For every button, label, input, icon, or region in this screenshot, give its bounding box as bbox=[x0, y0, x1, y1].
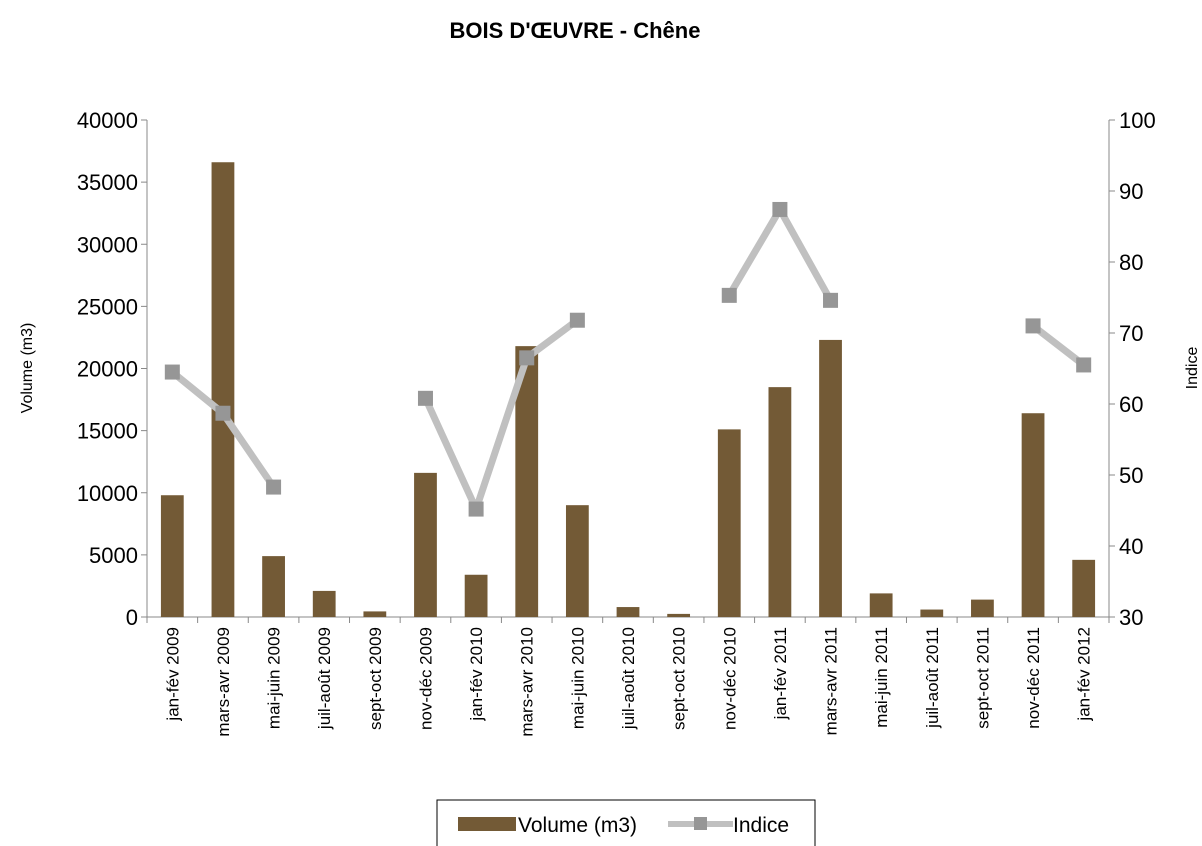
indice-line-segment bbox=[1030, 323, 1086, 368]
indice-point bbox=[823, 292, 839, 308]
volume-bar bbox=[667, 613, 691, 617]
volume-bar bbox=[768, 387, 792, 617]
volume-bar bbox=[565, 505, 589, 617]
right-tick-label: 100 bbox=[1119, 108, 1156, 133]
x-tick-label: nov-déc 2009 bbox=[416, 627, 435, 730]
indice-point bbox=[721, 287, 737, 303]
right-tick-label: 80 bbox=[1119, 250, 1143, 275]
left-axis: 0 5000 10000 15000 20000 25000 30000 35000 40000 bbox=[77, 108, 147, 630]
legend-volume-label: Volume (m3) bbox=[518, 814, 637, 837]
right-tick-label: 70 bbox=[1119, 321, 1143, 346]
x-tick-label: jan-fév 2010 bbox=[467, 627, 486, 722]
left-tick-label: 15000 bbox=[77, 419, 138, 444]
indice-point bbox=[266, 479, 282, 495]
x-tick-label: nov-déc 2011 bbox=[1024, 627, 1043, 729]
volume-bar bbox=[160, 495, 184, 617]
x-tick-label: mars-avr 2010 bbox=[518, 627, 537, 737]
indice-point bbox=[215, 405, 231, 421]
volume-bars bbox=[160, 162, 1096, 617]
x-tick-label: juil-août 2011 bbox=[923, 627, 942, 729]
left-tick-label: 35000 bbox=[77, 170, 138, 195]
volume-bar bbox=[819, 339, 842, 617]
left-tick-label: 10000 bbox=[77, 481, 138, 506]
volume-bar bbox=[211, 162, 235, 617]
x-tick-label: mars-avr 2011 bbox=[822, 627, 841, 735]
x-tick-label: nov-déc 2010 bbox=[720, 627, 739, 730]
x-tick-label: mai-juin 2010 bbox=[568, 627, 587, 729]
left-axis-title: Volume (m3) bbox=[19, 323, 36, 414]
indice-point bbox=[519, 350, 535, 366]
x-tick-label: mars-avr 2009 bbox=[214, 627, 233, 737]
x-tick-label: juil-août 2009 bbox=[315, 627, 334, 730]
x-tick-label: jan-fév 2009 bbox=[163, 627, 182, 722]
volume-bar bbox=[414, 472, 437, 617]
x-axis: jan-fév 2009 mars-avr 2009 mai-juin 2009 ju… bbox=[146, 617, 1110, 737]
right-tick-label: 60 bbox=[1119, 392, 1143, 417]
volume-bar bbox=[312, 590, 336, 617]
indice-line-segment bbox=[726, 205, 834, 303]
volume-bar bbox=[717, 429, 741, 617]
indice-point bbox=[417, 390, 433, 406]
x-tick-label: juil-août 2010 bbox=[619, 627, 638, 730]
indice-point bbox=[468, 501, 484, 517]
volume-bar bbox=[920, 609, 944, 617]
indice-point bbox=[164, 364, 180, 380]
volume-bar bbox=[464, 574, 488, 617]
left-tick-label: 0 bbox=[126, 605, 138, 630]
right-tick-label: 90 bbox=[1119, 179, 1143, 204]
volume-bar bbox=[1072, 559, 1096, 617]
x-tick-label: jan-fév 2011 bbox=[771, 627, 790, 720]
x-tick-label: mai-juin 2011 bbox=[872, 627, 891, 728]
right-tick-label: 50 bbox=[1119, 463, 1143, 488]
volume-bar bbox=[1021, 413, 1045, 617]
right-tick-label: 30 bbox=[1119, 605, 1143, 630]
indice-point bbox=[1076, 357, 1092, 373]
indice-point bbox=[772, 201, 788, 217]
x-tick-label: sept-oct 2011 bbox=[973, 627, 992, 729]
right-axis: 30 40 50 60 70 80 90 100 bbox=[1109, 108, 1156, 630]
volume-bar bbox=[616, 607, 640, 617]
left-tick-label: 5000 bbox=[89, 543, 138, 568]
indice-point bbox=[1025, 318, 1041, 334]
legend: Volume (m3) Indice bbox=[436, 799, 816, 846]
left-tick-label: 20000 bbox=[77, 357, 138, 382]
left-tick-label: 25000 bbox=[77, 294, 138, 319]
x-tick-label: jan-fév 2012 bbox=[1075, 627, 1094, 722]
legend-indice-marker bbox=[694, 817, 707, 830]
volume-bar bbox=[971, 599, 994, 617]
right-tick-label: 40 bbox=[1119, 534, 1143, 559]
left-tick-label: 40000 bbox=[77, 108, 138, 133]
right-axis-title: Indice bbox=[1184, 347, 1201, 390]
volume-bar bbox=[262, 556, 285, 617]
volume-bar bbox=[363, 611, 387, 617]
indice-line-segment bbox=[422, 317, 580, 513]
chart-title: BOIS D'ŒUVRE - Chêne bbox=[450, 18, 701, 43]
volume-bar bbox=[515, 346, 539, 617]
left-tick-label: 30000 bbox=[77, 232, 138, 257]
x-tick-label: sept-oct 2009 bbox=[366, 627, 385, 730]
legend-indice-label: Indice bbox=[733, 814, 789, 837]
volume-bar bbox=[869, 593, 893, 617]
indice-line bbox=[164, 201, 1092, 517]
x-tick-label: sept-oct 2010 bbox=[670, 627, 689, 730]
indice-point bbox=[569, 312, 585, 328]
legend-volume-swatch bbox=[458, 817, 516, 831]
x-tick-label: mai-juin 2009 bbox=[265, 627, 284, 729]
